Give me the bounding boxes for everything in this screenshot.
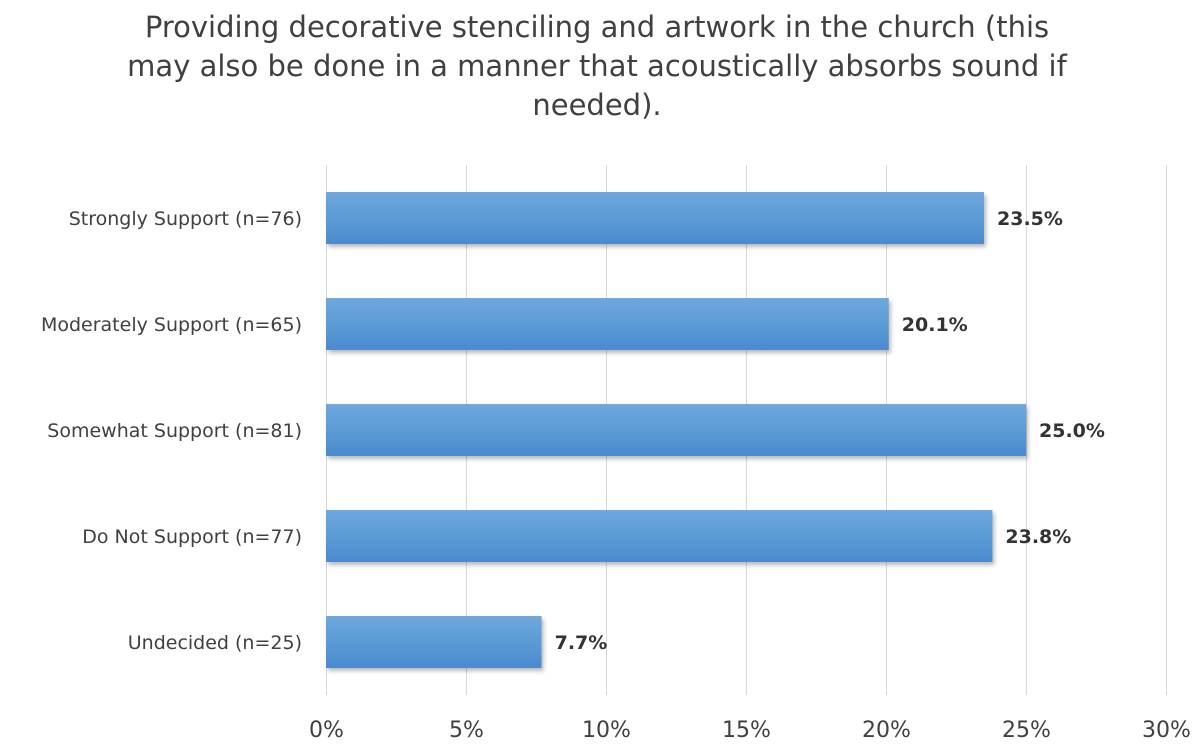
chart-title-line-2: may also be done in a manner that acoust… xyxy=(127,49,1067,83)
x-tick-label-30: 30% xyxy=(1142,718,1191,743)
x-tick-label-25: 25% xyxy=(1002,718,1051,743)
x-tick-label-5: 5% xyxy=(449,718,484,743)
bar-5 xyxy=(326,616,542,668)
bar-3 xyxy=(326,404,1026,456)
data-label-2: 20.1% xyxy=(902,314,968,336)
data-label-5: 7.7% xyxy=(555,632,608,654)
data-label-1: 23.5% xyxy=(997,208,1063,230)
category-label-3: Somewhat Support (n=81) xyxy=(47,420,302,442)
category-label-2: Moderately Support (n=65) xyxy=(41,314,302,336)
data-label-4: 23.8% xyxy=(1005,526,1071,548)
bar-1 xyxy=(326,192,984,244)
x-tick-label-20: 20% xyxy=(862,718,911,743)
x-tick-label-15: 15% xyxy=(722,718,771,743)
chart-title: Providing decorative stenciling and artw… xyxy=(0,8,1194,125)
chart-title-line-1: Providing decorative stenciling and artw… xyxy=(144,10,1050,44)
bar-2 xyxy=(326,298,889,350)
x-tick-label-0: 0% xyxy=(309,718,344,743)
chart-title-line-3: needed). xyxy=(532,88,662,122)
data-label-3: 25.0% xyxy=(1039,420,1105,442)
x-tick-label-10: 10% xyxy=(582,718,631,743)
category-label-1: Strongly Support (n=76) xyxy=(69,208,302,230)
category-label-4: Do Not Support (n=77) xyxy=(82,526,302,548)
category-label-5: Undecided (n=25) xyxy=(128,632,302,654)
bars xyxy=(326,192,1026,668)
bar-4 xyxy=(326,510,993,562)
labels: 0% 5% 10% 15% 20% 25% 30% Strongly Support (n=7… xyxy=(41,208,1191,743)
